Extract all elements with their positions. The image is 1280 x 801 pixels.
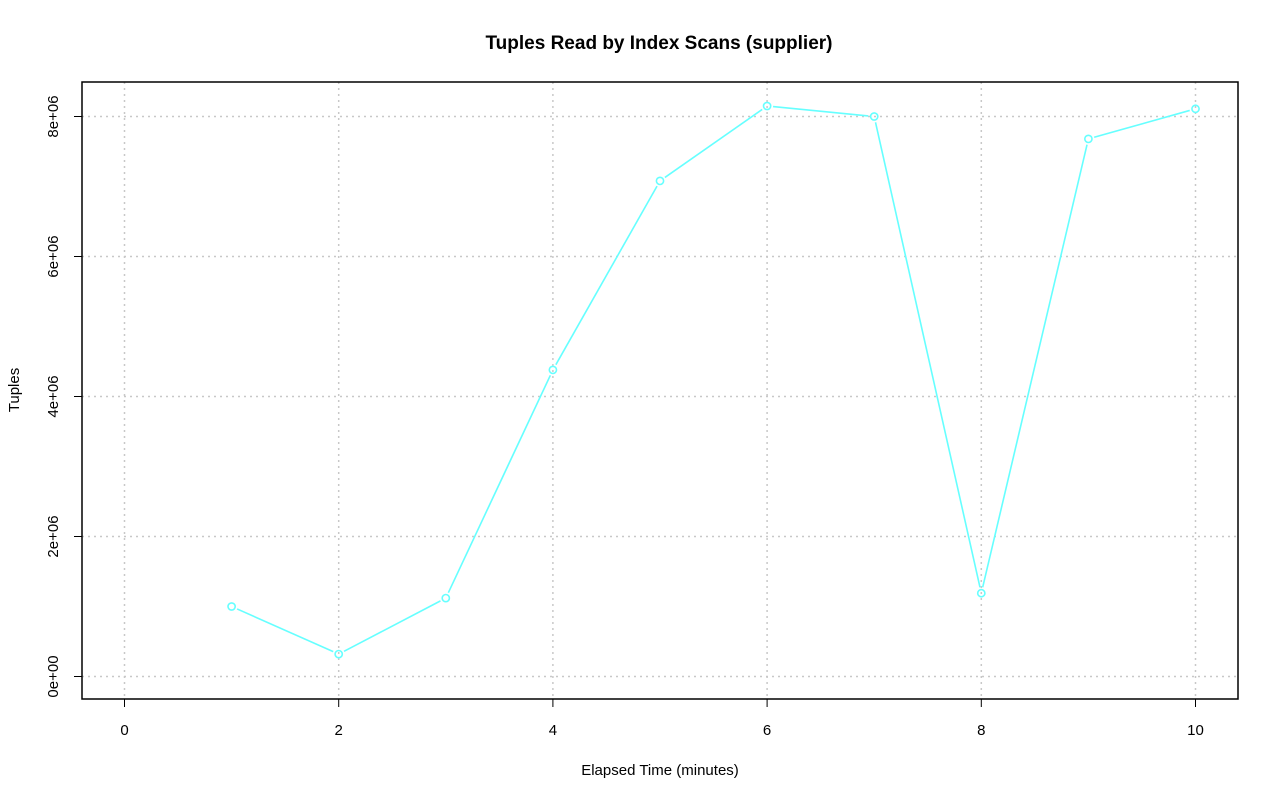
y-tick-label: 4e+06 bbox=[45, 375, 62, 417]
data-point bbox=[762, 101, 772, 111]
x-tick-label: 8 bbox=[977, 722, 985, 739]
x-axis: 0 2 4 6 8 10 bbox=[120, 699, 1204, 739]
data-point bbox=[334, 649, 344, 659]
y-axis-label: Tuples bbox=[6, 368, 23, 412]
series-line-segment bbox=[874, 122, 981, 588]
data-point bbox=[1191, 104, 1200, 114]
data-point bbox=[976, 588, 986, 598]
y-tick-label: 0e+00 bbox=[45, 655, 62, 697]
y-tick-label: 6e+06 bbox=[45, 235, 62, 277]
x-axis-label: Elapsed Time (minutes) bbox=[581, 762, 739, 779]
series-line-segment bbox=[664, 108, 763, 179]
x-tick-label: 6 bbox=[763, 722, 771, 739]
data-point bbox=[869, 112, 879, 121]
data-point bbox=[441, 593, 451, 603]
x-tick-label: 10 bbox=[1187, 722, 1204, 739]
series-line-segment bbox=[236, 608, 334, 653]
data-point bbox=[1084, 134, 1093, 144]
series-line-segment bbox=[447, 374, 552, 594]
x-tick-label: 2 bbox=[335, 722, 343, 739]
grid-lines bbox=[82, 82, 1238, 699]
data-point bbox=[655, 176, 665, 186]
data-point bbox=[227, 602, 236, 611]
y-axis: 0e+00 2e+06 4e+06 6e+06 8e+06 bbox=[45, 95, 82, 698]
data-point bbox=[548, 365, 558, 375]
plot-frame bbox=[81, 81, 1239, 700]
series-line-segment bbox=[772, 105, 869, 117]
series-group bbox=[227, 101, 1200, 659]
x-tick-label: 0 bbox=[120, 722, 128, 739]
y-tick-label: 8e+06 bbox=[45, 95, 62, 137]
series-line-segment bbox=[1093, 109, 1190, 139]
y-tick-label: 2e+06 bbox=[45, 515, 62, 557]
x-tick-label: 4 bbox=[549, 722, 557, 739]
series-line-segment bbox=[343, 600, 441, 653]
chart-title: Tuples Read by Index Scans (supplier) bbox=[485, 33, 832, 54]
series-line-segment bbox=[555, 185, 658, 366]
series-line-segment bbox=[981, 144, 1088, 588]
